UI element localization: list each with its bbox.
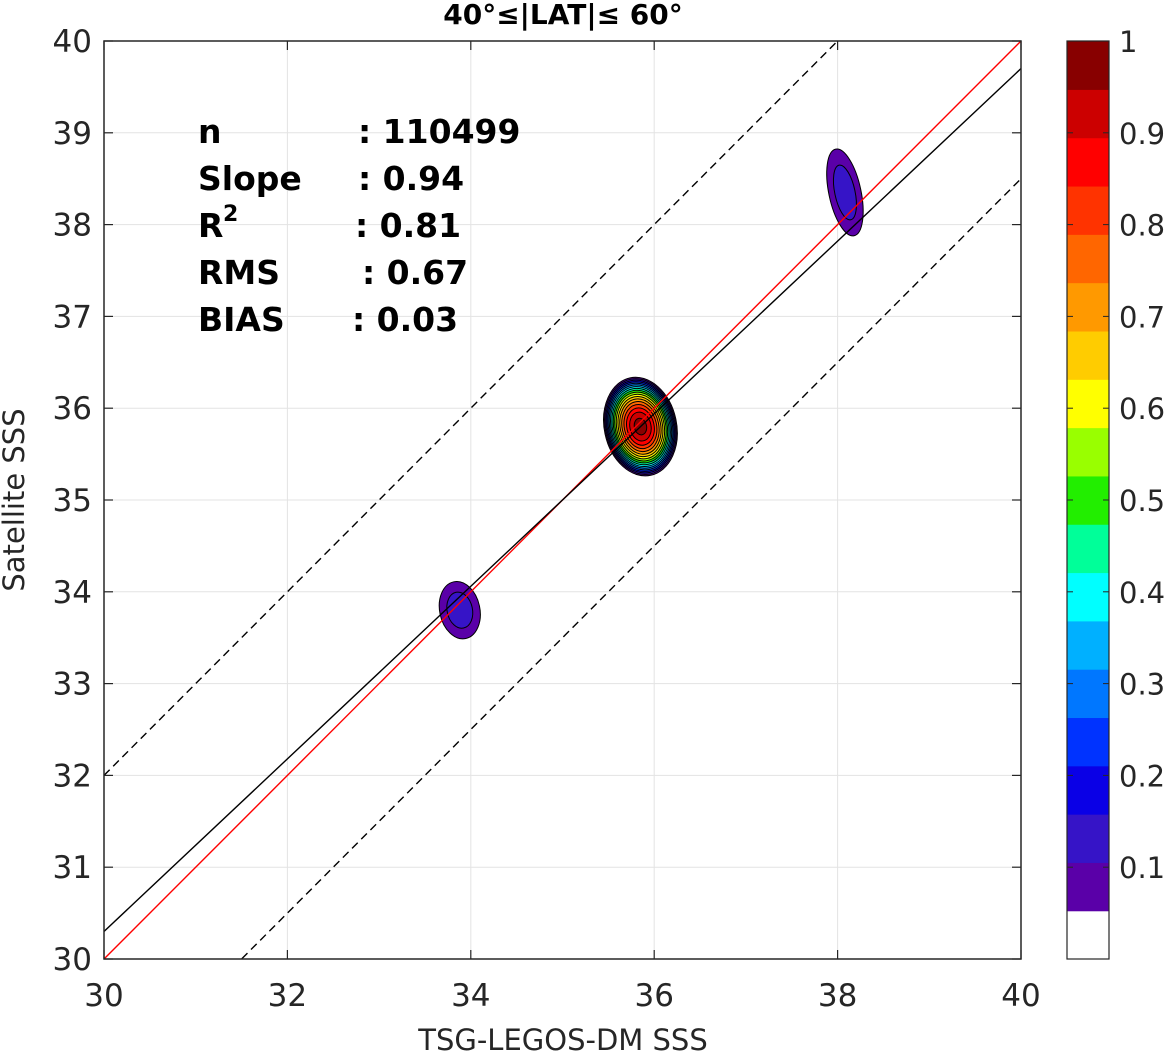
y-tick-label: 36 [53,391,92,427]
contour-level [832,164,857,221]
stat-value: : 0.81 [355,206,461,245]
colorbar-swatch [1067,234,1109,284]
y-tick-label: 40 [53,24,92,60]
stat-value: : 110499 [358,112,520,151]
reference-lines [104,41,1021,959]
stat-label: Slope [198,159,302,198]
colorbar-tick-label: 0.6 [1119,392,1165,426]
y-tick-labels: 30 31 32 33 34 35 36 37 38 39 40 [53,24,92,978]
stat-label: RMS [198,253,280,292]
colorbar-tick-label: 0.1 [1119,851,1165,885]
colorbar-tick-label: 1 [1119,25,1137,59]
axis-ticks [103,40,1022,960]
x-tick-label: 36 [634,978,673,1014]
colorbar-swatch [1067,620,1109,670]
colorbar-swatch [1067,427,1109,477]
colorbar-swatch [1067,89,1109,139]
y-tick-label: 30 [53,942,92,978]
y-tick-label: 37 [53,299,92,335]
y-axis-label: Satellite SSS [0,408,31,591]
colorbar-swatch [1067,524,1109,574]
y-tick-label: 31 [53,850,92,886]
colorbar-swatch [1067,475,1109,525]
density-blob [826,148,864,237]
colorbar-tick-label: 0.5 [1119,484,1165,518]
x-tick-label: 34 [451,978,490,1014]
stat-value: : 0.03 [352,300,458,339]
y-tick-label: 34 [53,575,92,611]
colorbar-swatch [1067,330,1109,380]
x-tick-label: 40 [1001,978,1040,1014]
stat-label: n [198,112,222,151]
colorbar-swatch [1067,669,1109,719]
stat-label: BIAS [198,300,285,339]
colorbar-swatch [1067,765,1109,815]
x-tick-label: 32 [268,978,307,1014]
upper-bound-line [104,41,839,776]
colorbar-tick-label: 0.4 [1119,576,1165,610]
stat-label: R [198,206,223,245]
colorbar-swatch [1067,379,1109,429]
y-tick-label: 39 [53,116,92,152]
colorbar-tick-label: 0.2 [1119,759,1165,793]
colorbar-swatch [1067,910,1109,960]
colorbar-tick-label: 0.8 [1119,209,1165,243]
colorbar-swatch [1067,717,1109,767]
y-tick-label: 38 [53,208,92,244]
lower-bound-line [240,178,1021,959]
x-axis-label: TSG-LEGOS-DM SSS [417,1023,708,1055]
colorbar-swatch [1067,137,1109,187]
y-tick-label: 35 [53,483,92,519]
y-tick-label: 33 [53,667,92,703]
colorbar-swatch [1067,185,1109,235]
colorbar-tick-label: 0.3 [1119,668,1165,702]
x-tick-label: 38 [818,978,857,1014]
y-tick-label: 32 [53,758,92,794]
stat-value: : 0.67 [362,253,468,292]
colorbar-tick-label: 0.9 [1119,117,1165,151]
x-tick-labels: 30 32 34 36 38 40 [84,978,1040,1014]
colorbar-tick-label: 0.7 [1119,300,1165,334]
x-tick-label: 30 [84,978,123,1014]
contour-level [446,591,474,629]
stat-superscript: 2 [223,202,238,227]
colorbar-swatch [1067,282,1109,332]
colorbar-swatch [1067,41,1109,90]
colorbar-swatch [1067,814,1109,863]
chart-title: 40°≤|LAT|≤ 60° [443,0,683,31]
colorbar-swatch [1067,572,1109,622]
regression-line [104,68,1021,932]
statistics-annotation: n : 110499 Slope : 0.94 R 2 : 0.81 RMS : 0.67 BIA… [198,112,520,339]
colorbar-swatch [1067,862,1109,912]
density-blob [438,581,481,640]
colorbar: 0.1 0.2 0.3 0.4 0.5 0.6 0.7 0.8 0.9 1 [1066,25,1165,960]
stat-value: : 0.94 [358,159,464,198]
density-contours [438,148,864,640]
